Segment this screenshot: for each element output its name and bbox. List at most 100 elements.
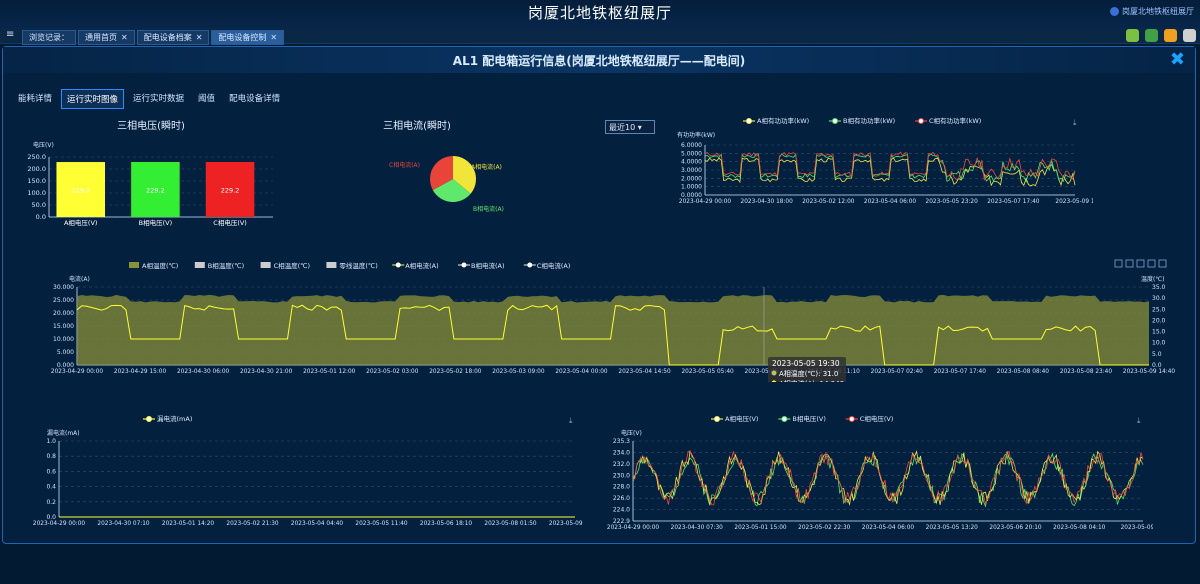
- x-tick: 2023-05-04 06:00: [864, 199, 917, 205]
- download-icon: ⤓: [1073, 118, 1077, 127]
- bar-1: [131, 161, 180, 217]
- x-tick: 2023-05-07 02:40: [871, 369, 924, 375]
- x-tick: 2023-05-06 18:10: [420, 521, 473, 527]
- x-tick: B相电压(V): [139, 218, 172, 227]
- subtab-0[interactable]: 能耗详情: [18, 94, 53, 104]
- y-tick: 25.000: [53, 297, 74, 304]
- temp-current-chart: A相温度(℃) B相温度(℃) C相温度(℃) 零线温度(℃) A相电流(A) B相电流(…: [51, 259, 1175, 382]
- subtab-4[interactable]: 配电设备详情: [229, 94, 281, 104]
- tab-equipment-control[interactable]: 配电设备控制 ✕: [211, 30, 285, 45]
- legend-item: B相温度(℃): [208, 261, 244, 270]
- y-tick: 0.000: [57, 362, 74, 369]
- range-select-value: 最近10: [609, 123, 636, 132]
- legend-swatch: [194, 262, 205, 268]
- data-view-icon: [1114, 259, 1123, 268]
- menu-icon[interactable]: ≡: [6, 29, 15, 40]
- legend-marker: [714, 416, 720, 422]
- pie-slice-1: [432, 179, 471, 202]
- close-panel-icon[interactable]: ✖: [1169, 49, 1185, 70]
- y-tick: 5.000: [57, 349, 74, 356]
- x-tick: 2023-05-02 18:00: [429, 369, 482, 375]
- x-tick: 2023-05-01 12:00: [303, 369, 356, 375]
- legend-marker: [848, 416, 855, 422]
- y-tick: 30.000: [53, 284, 74, 291]
- pie-label: B相电流(A): [473, 205, 504, 213]
- leakage-chart: 漏电流(mA) ⤓漏电流(mA)1.00.80.60.40.20.02023-04…: [33, 414, 583, 527]
- legend-marker: [832, 118, 838, 124]
- subtab-3[interactable]: 阈值: [198, 94, 216, 104]
- history-tabs: 浏览记录： 通用首页 ✕ 配电设备档案 ✕ 配电设备控制 ✕: [22, 30, 285, 45]
- y-tick: 2.0000: [681, 175, 702, 182]
- refresh-icon[interactable]: [1145, 29, 1158, 42]
- x-tick: 2023-05-07 17:40: [987, 199, 1040, 205]
- bar-0: [56, 162, 105, 217]
- y2-tick: 20.0: [1152, 317, 1166, 324]
- tab-equipment-archive[interactable]: 配电设备档案 ✕: [136, 30, 210, 45]
- x-tick: 2023-04-30 07:10: [97, 521, 150, 527]
- y-tick: 6.0000: [681, 142, 702, 149]
- legend-item: 零线温度(℃): [339, 261, 377, 270]
- y-tick: 20.000: [53, 310, 74, 317]
- subtab-2[interactable]: 运行实时数据: [133, 94, 185, 104]
- temperature-area: [77, 294, 1149, 365]
- x-tick: 2023-05-05 23:20: [926, 199, 979, 205]
- y-tick: 200.0: [27, 165, 46, 173]
- y2-tick: 35.0: [1152, 284, 1166, 291]
- close-icon[interactable]: ✕: [195, 33, 203, 42]
- subtab-bar: 能耗详情 运行实时图像 运行实时数据 阈值 配电设备详情: [13, 89, 285, 109]
- y2-tick: 25.0: [1152, 306, 1166, 313]
- legend-swatch: [326, 262, 337, 268]
- x-tick: 2023-04-29 00:00: [33, 521, 86, 527]
- y-axis-label: 有功功率(kW): [677, 131, 715, 139]
- fullscreen-icon[interactable]: [1183, 29, 1196, 42]
- x-tick: 2023-05-07 17:40: [934, 369, 987, 375]
- x-tick: 2023-05-09 1: [1055, 199, 1093, 205]
- bar-icon: [1136, 259, 1145, 268]
- x-tick: 2023-05-08 08:40: [997, 369, 1050, 375]
- x-tick: 2023-05-05 13:20: [926, 525, 979, 531]
- subtab-1[interactable]: 运行实时图像: [61, 89, 125, 109]
- y-axis-label: 电压(V): [33, 141, 54, 149]
- user-icon[interactable]: [1164, 29, 1177, 42]
- panel-title: AL1 配电箱运行信息(岗厦北地铁枢纽展厅——配电间): [452, 54, 746, 68]
- y-tick: 224.0: [613, 507, 630, 514]
- close-icon[interactable]: ✕: [270, 33, 278, 42]
- title-bar: 岗厦北地铁枢纽展厅 岗厦北地铁枢纽展厅: [0, 0, 1200, 28]
- palette-icon[interactable]: [1126, 29, 1139, 42]
- x-tick: 2023-04-29 00:00: [51, 369, 104, 375]
- y-tick: 232.0: [613, 461, 630, 468]
- tab-home[interactable]: 通用首页 ✕: [78, 30, 135, 45]
- bar-label: 229.0: [71, 187, 90, 195]
- voltage-line-chart: A相电压(V) B相电压(V) C相电压(V) ⤓ 电压(V)235.3 234.0 232…: [607, 414, 1153, 531]
- x-tick: 2023-05-03 09:00: [492, 369, 545, 375]
- legend-marker: [781, 416, 788, 422]
- range-select[interactable]: 最近10 ▾: [605, 120, 655, 134]
- y2-tick: 30.0: [1152, 295, 1166, 302]
- x-tick: 2023-04-30 06:00: [177, 369, 230, 375]
- series-a: [704, 157, 1076, 187]
- voltage-bar-chart: 三相电压(瞬时) 电压(V) 250.0 200.0 150.0 100.0 50.0 0.0…: [27, 119, 273, 227]
- y2-tick: 15.0: [1152, 329, 1166, 336]
- download-icon: ⤓: [1137, 416, 1141, 425]
- legend-marker: [918, 118, 924, 124]
- x-tick: 2023-05-04 06:00: [862, 525, 915, 531]
- history-tabbar: ≡ 浏览记录： 通用首页 ✕ 配电设备档案 ✕ 配电设备控制 ✕: [0, 28, 1200, 45]
- legend-item: A相电流(A): [405, 261, 438, 270]
- close-icon[interactable]: ✕: [121, 33, 128, 42]
- current-a-line: [76, 304, 1149, 366]
- quick-icons: [1126, 29, 1196, 42]
- legend-item: A相电压(V): [725, 414, 758, 423]
- y-axis-label: 漏电流(mA): [47, 429, 80, 437]
- y-axis-label: 电流(A): [69, 275, 90, 283]
- x-tick: 2023-05-09 09:00: [549, 521, 583, 527]
- y-tick: 226.0: [613, 495, 630, 502]
- y-tick: 0.0000: [681, 192, 702, 199]
- y-tick: 235.3: [613, 438, 630, 445]
- panel-header: AL1 配电箱运行信息(岗厦北地铁枢纽展厅——配电间) ✖: [3, 47, 1195, 73]
- series-a: [632, 449, 1144, 506]
- pie-slice-0: [453, 156, 476, 194]
- y2-tick: 5.0: [1152, 351, 1162, 358]
- legend-swatch: [129, 262, 139, 268]
- legend-item: A相有功功率(kW): [757, 116, 809, 125]
- distribution-box-panel: AL1 配电箱运行信息(岗厦北地铁枢纽展厅——配电间) ✖ 能耗详情 运行实时图像…: [2, 46, 1196, 544]
